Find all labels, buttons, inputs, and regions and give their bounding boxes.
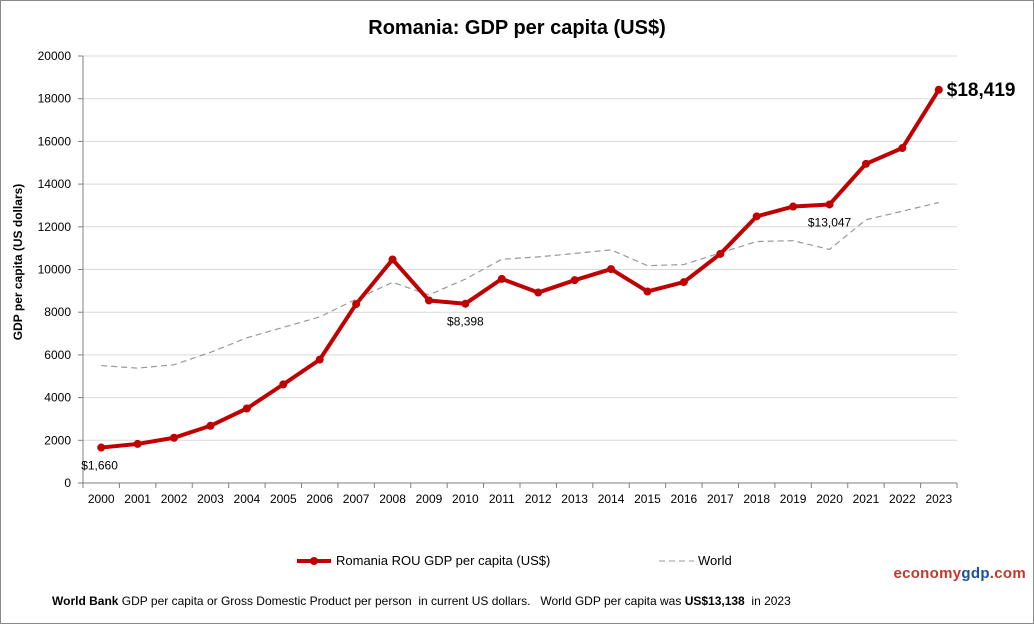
brand-part-1: economy [893, 565, 962, 582]
x-tick-label: 2017 [707, 492, 734, 506]
series-romania-point [497, 274, 506, 283]
data-labels: $1,660 $8,398 $13,047 $18,419 [81, 80, 1015, 473]
x-tick-label: 2010 [452, 492, 479, 506]
y-tick-label: 14000 [38, 177, 72, 191]
x-tick-label: 2023 [925, 492, 952, 506]
legend-romania-marker [310, 557, 318, 565]
series-romania-point [242, 404, 251, 413]
x-tick-label: 2016 [671, 492, 698, 506]
y-tick-label: 12000 [38, 220, 72, 234]
x-tick-label: 2018 [743, 492, 770, 506]
brand-part-3: .com [989, 565, 1026, 582]
brand-logo: economygdp.com [893, 565, 1026, 582]
series-romania-point [716, 249, 725, 258]
y-tick-label: 18000 [38, 92, 72, 106]
series-romania-point [861, 159, 870, 168]
x-tick-label: 2014 [598, 492, 625, 506]
data-label: $8,398 [447, 315, 484, 329]
series-world-line [101, 201, 939, 369]
series-romania-point [279, 380, 288, 389]
series-romania-point [352, 300, 361, 309]
series-romania-point [825, 200, 834, 209]
x-tick-label: 2005 [270, 492, 297, 506]
x-tick-label: 2021 [853, 492, 880, 506]
series-romania-point [424, 296, 433, 305]
y-tick-label: 0 [64, 476, 71, 490]
brand-part-2: gdp [961, 565, 990, 582]
data-label: $1,660 [81, 459, 118, 473]
data-label: $13,047 [808, 215, 852, 229]
legend-romania-label: Romania ROU GDP per capita (US$) [336, 553, 550, 568]
footer-source: World Bank [52, 594, 119, 608]
legend: Romania ROU GDP per capita (US$) World [297, 553, 732, 568]
footer-text: GDP per capita or Gross Domestic Product… [118, 594, 685, 608]
series-romania-point [206, 421, 215, 430]
chart-title: Romania: GDP per capita (US$) [368, 17, 665, 39]
y-tick-label: 10000 [38, 263, 72, 277]
x-tick-label: 2004 [234, 492, 261, 506]
series-romania-point [607, 265, 616, 274]
footer-tail: in 2023 [744, 594, 791, 608]
series-romania-line [101, 88, 941, 450]
x-tick-label: 2019 [780, 492, 807, 506]
x-tick-label: 2007 [343, 492, 370, 506]
legend-world-label: World [698, 553, 732, 568]
x-tick-label: 2013 [561, 492, 588, 506]
series-romania-point [679, 278, 688, 287]
x-tick-label: 2008 [379, 492, 406, 506]
y-tick-label: 2000 [44, 433, 71, 447]
series-romania-point [570, 276, 579, 285]
y-tick-label: 4000 [44, 391, 71, 405]
x-tick-label: 2000 [88, 492, 115, 506]
series-romania-point [934, 85, 943, 94]
y-tick-label: 20000 [38, 49, 72, 63]
series-romania-point [170, 433, 179, 442]
axes: 0 2000 4000 6000 8000 10000 12000 14000 16000 180… [38, 49, 958, 506]
y-axis-label: GDP per capita (US dollars) [11, 184, 25, 341]
series-romania-point [97, 443, 106, 452]
y-tick-label: 6000 [44, 348, 71, 362]
footer-world-value: US$13,138 [684, 594, 745, 608]
series-romania-point [534, 288, 543, 297]
data-label: $18,419 [947, 80, 1016, 101]
x-tick-label: 2006 [306, 492, 333, 506]
y-tick-label: 16000 [38, 134, 72, 148]
y-tick-label: 8000 [44, 305, 71, 319]
x-tick-label: 2009 [416, 492, 443, 506]
series-romania-point [898, 144, 907, 153]
x-tick-label: 2003 [197, 492, 224, 506]
footer-note: World Bank GDP per capita or Gross Domes… [52, 594, 791, 608]
x-tick-label: 2002 [161, 492, 188, 506]
series-romania-point [643, 287, 652, 296]
series-romania-point [789, 202, 798, 211]
grid-lines [83, 55, 957, 441]
x-tick-label: 2001 [124, 492, 151, 506]
x-tick-label: 2012 [525, 492, 552, 506]
x-tick-label: 2020 [816, 492, 843, 506]
series-romania-point [315, 355, 324, 364]
series-romania-point [133, 439, 142, 448]
series-romania-point [388, 255, 397, 264]
series-romania-point [752, 212, 761, 221]
series-layer [97, 85, 943, 452]
x-tick-label: 2022 [889, 492, 916, 506]
x-tick-label: 2015 [634, 492, 661, 506]
x-tick-label: 2011 [489, 492, 515, 506]
series-romania-point [461, 299, 470, 308]
